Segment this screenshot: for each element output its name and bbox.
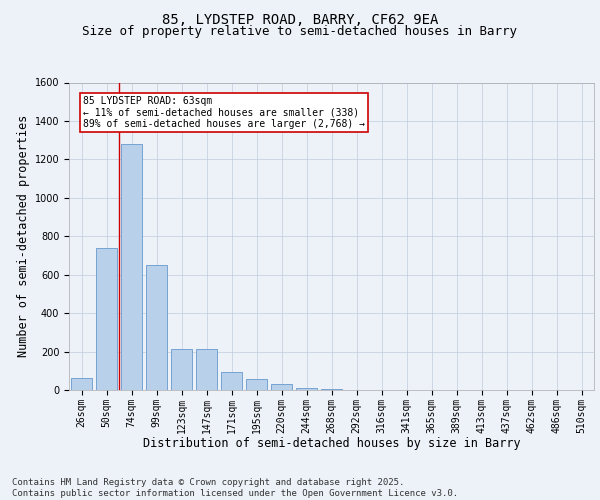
Bar (321, 389, 342, 390)
Text: 85, LYDSTEP ROAD, BARRY, CF62 9EA: 85, LYDSTEP ROAD, BARRY, CF62 9EA (162, 12, 438, 26)
Bar (96, 248, 117, 390)
Bar (246, 380, 267, 390)
Text: Contains HM Land Registry data © Crown copyright and database right 2025.
Contai: Contains HM Land Registry data © Crown c… (12, 478, 458, 498)
Bar (196, 348, 217, 390)
Text: 85 LYDSTEP ROAD: 63sqm
← 11% of semi-detached houses are smaller (338)
89% of se: 85 LYDSTEP ROAD: 63sqm ← 11% of semi-det… (83, 96, 365, 129)
Text: Size of property relative to semi-detached houses in Barry: Size of property relative to semi-detach… (83, 25, 517, 38)
Bar (121, 144, 142, 390)
Bar (271, 384, 292, 390)
Bar (146, 265, 167, 390)
Bar (221, 372, 242, 390)
Bar (171, 348, 192, 390)
Bar (296, 388, 317, 390)
Bar (71, 378, 92, 390)
Y-axis label: Number of semi-detached properties: Number of semi-detached properties (17, 115, 31, 358)
X-axis label: Distribution of semi-detached houses by size in Barry: Distribution of semi-detached houses by … (143, 437, 520, 450)
